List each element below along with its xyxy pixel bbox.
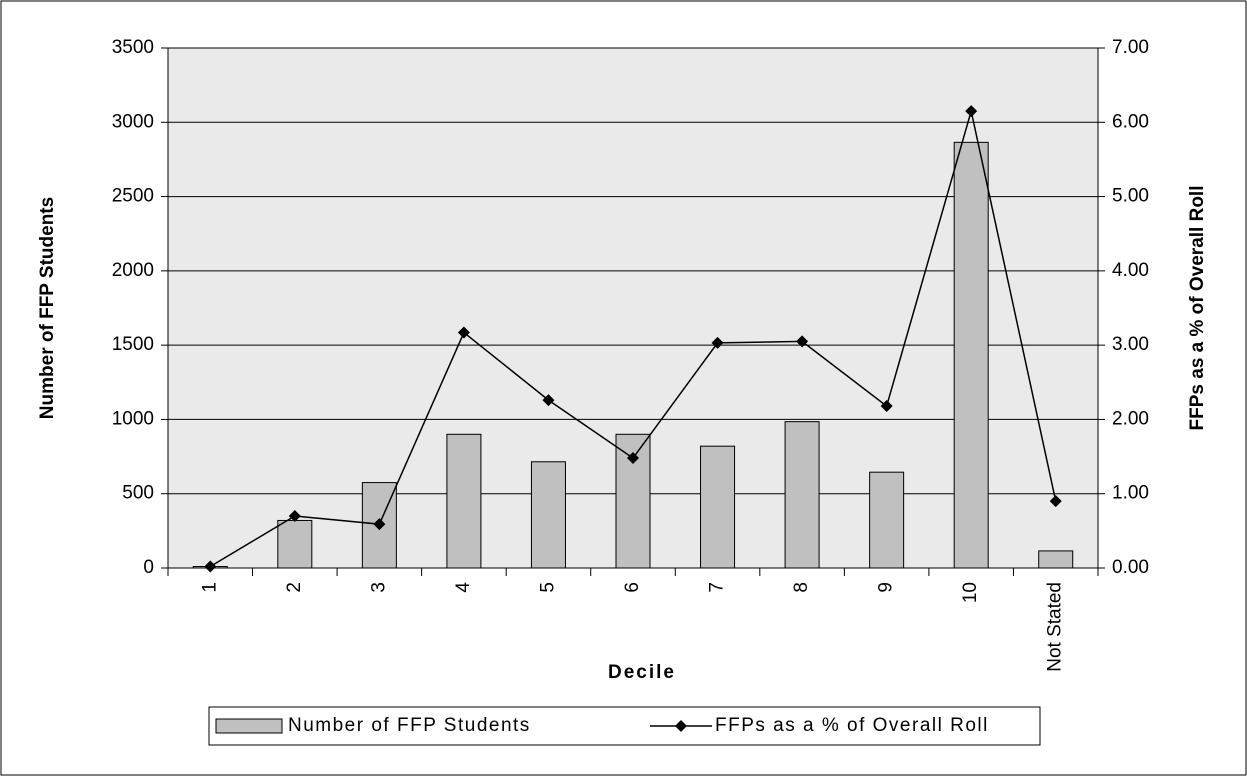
bar bbox=[953, 141, 989, 569]
legend-box bbox=[208, 706, 1041, 746]
legend-label: Number of FFP Students bbox=[288, 715, 531, 736]
bar bbox=[700, 445, 736, 569]
y-tick-label: 3500 bbox=[112, 37, 154, 58]
line-marker bbox=[542, 394, 555, 407]
line-marker bbox=[457, 326, 470, 339]
y-tick-label: 500 bbox=[122, 483, 154, 504]
y-tick-label: 2500 bbox=[112, 186, 154, 207]
y-tick-label: 1000 bbox=[112, 408, 154, 429]
bar bbox=[1038, 550, 1074, 569]
y2-axis-label: FFPs as a % of Overall Roll bbox=[1187, 186, 1208, 431]
y-tick-label: 1500 bbox=[112, 334, 154, 355]
x-tick-label: 8 bbox=[791, 582, 812, 593]
line-marker bbox=[965, 105, 978, 118]
line-marker bbox=[288, 510, 301, 522]
line-marker bbox=[711, 336, 724, 349]
x-tick-label: 6 bbox=[622, 582, 643, 593]
line-marker bbox=[796, 335, 809, 348]
x-tick-label: 4 bbox=[453, 582, 474, 593]
x-tick-label: 5 bbox=[537, 582, 558, 593]
bar bbox=[784, 421, 820, 569]
line-marker bbox=[1049, 495, 1062, 508]
y2-tick-label: 6.00 bbox=[1112, 111, 1149, 132]
line-marker bbox=[373, 518, 386, 531]
y2-tick-label: 7.00 bbox=[1112, 37, 1149, 58]
x-tick-label: 10 bbox=[960, 582, 981, 603]
bar bbox=[277, 519, 313, 569]
legend-label: FFPs as a % of Overall Roll bbox=[715, 715, 989, 736]
legend-marker bbox=[675, 720, 687, 732]
y-tick-label: 0 bbox=[143, 557, 154, 578]
line-marker bbox=[627, 452, 639, 465]
y2-tick-label: 0.00 bbox=[1112, 557, 1149, 578]
y-axis-label: Number of FFP Students bbox=[37, 197, 58, 419]
y-tick-label: 3000 bbox=[112, 111, 154, 132]
x-tick-label: Not Stated bbox=[1045, 582, 1066, 672]
bar bbox=[446, 433, 482, 569]
x-tick-label: 7 bbox=[707, 582, 728, 593]
line-marker bbox=[880, 400, 893, 413]
y2-tick-label: 4.00 bbox=[1112, 260, 1149, 281]
x-tick-label: 9 bbox=[876, 582, 897, 593]
x-axis-label: Decile bbox=[608, 662, 676, 683]
y-tick-label: 2000 bbox=[112, 260, 154, 281]
x-tick-label: 1 bbox=[199, 582, 220, 593]
bar bbox=[869, 471, 905, 569]
x-tick-label: 3 bbox=[368, 582, 389, 593]
y2-tick-label: 3.00 bbox=[1112, 334, 1149, 355]
line-marker bbox=[204, 560, 217, 573]
legend-swatch bbox=[215, 718, 283, 734]
y2-tick-label: 5.00 bbox=[1112, 186, 1149, 207]
x-tick-label: 2 bbox=[284, 582, 305, 593]
y2-tick-label: 2.00 bbox=[1112, 408, 1149, 429]
y2-tick-label: 1.00 bbox=[1112, 483, 1149, 504]
bar bbox=[530, 461, 566, 569]
